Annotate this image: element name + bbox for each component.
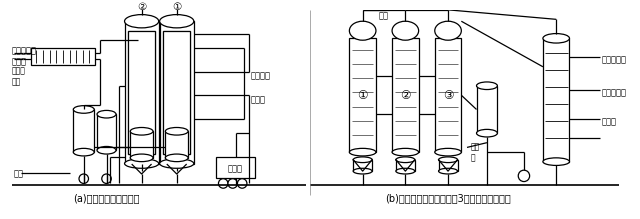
Circle shape [237, 179, 247, 188]
Ellipse shape [396, 157, 415, 162]
Text: 冷却水入口: 冷却水入口 [602, 89, 627, 98]
Ellipse shape [477, 82, 497, 90]
Bar [392, 38, 419, 152]
Bar [216, 157, 255, 178]
Ellipse shape [477, 129, 497, 137]
Circle shape [218, 179, 228, 188]
Ellipse shape [392, 148, 419, 156]
Bar [163, 31, 190, 154]
Circle shape [228, 179, 237, 188]
Bar [438, 160, 458, 171]
Text: 濃縮液: 濃縮液 [251, 95, 266, 104]
Ellipse shape [130, 154, 153, 162]
Ellipse shape [125, 159, 159, 168]
Ellipse shape [349, 21, 376, 40]
Ellipse shape [353, 168, 372, 174]
Bar [165, 131, 188, 158]
Ellipse shape [97, 110, 116, 118]
Bar [74, 110, 94, 152]
Circle shape [518, 170, 530, 182]
Text: ①: ① [357, 89, 368, 102]
Circle shape [102, 174, 111, 184]
Ellipse shape [392, 21, 419, 40]
Text: 濃縮
液: 濃縮 液 [471, 143, 480, 162]
Ellipse shape [165, 127, 188, 135]
Text: 冷却水出口: 冷却水出口 [602, 55, 627, 64]
Ellipse shape [543, 34, 570, 43]
Bar [159, 21, 194, 164]
Ellipse shape [74, 106, 94, 113]
Bar [129, 31, 155, 154]
Text: (a)蒸気再圧縮型濃縮機: (a)蒸気再圧縮型濃縮機 [73, 193, 140, 203]
Circle shape [79, 174, 88, 184]
Ellipse shape [165, 154, 188, 162]
Text: 冷却水
入口: 冷却水 入口 [12, 67, 26, 86]
Text: (b)インジェクタ熱回収式3重効用缶型濃縮機: (b)インジェクタ熱回収式3重効用缶型濃縮機 [385, 193, 511, 203]
Bar [435, 38, 461, 152]
Bar [349, 38, 376, 152]
Bar [97, 114, 116, 150]
Ellipse shape [74, 148, 94, 156]
Text: 蒸気: 蒸気 [378, 12, 388, 21]
Ellipse shape [125, 15, 159, 28]
Text: ドレン: ドレン [602, 117, 617, 126]
Text: ②: ② [137, 2, 147, 12]
Ellipse shape [130, 127, 153, 135]
Bar [543, 38, 570, 162]
Bar [477, 86, 497, 133]
Ellipse shape [97, 147, 116, 154]
Ellipse shape [438, 168, 458, 174]
Ellipse shape [543, 158, 570, 165]
Bar [353, 160, 372, 171]
Ellipse shape [159, 15, 194, 28]
Text: ①: ① [172, 2, 181, 12]
Ellipse shape [438, 157, 458, 162]
Text: ②: ② [400, 89, 411, 102]
Text: 厚縮機: 厚縮機 [228, 165, 243, 174]
Ellipse shape [353, 157, 372, 162]
Ellipse shape [396, 168, 415, 174]
Bar [31, 48, 95, 65]
Ellipse shape [159, 159, 194, 168]
Text: 冷却水出口: 冷却水出口 [12, 46, 36, 55]
Text: ドレン: ドレン [12, 57, 27, 66]
Bar [125, 21, 159, 164]
Bar [130, 131, 153, 158]
Text: 補助蒸気: 補助蒸気 [251, 72, 271, 81]
Ellipse shape [435, 21, 461, 40]
Text: 原液: 原液 [13, 169, 24, 178]
Ellipse shape [435, 148, 461, 156]
Text: ③: ③ [443, 89, 453, 102]
Bar [396, 160, 415, 171]
Ellipse shape [349, 148, 376, 156]
